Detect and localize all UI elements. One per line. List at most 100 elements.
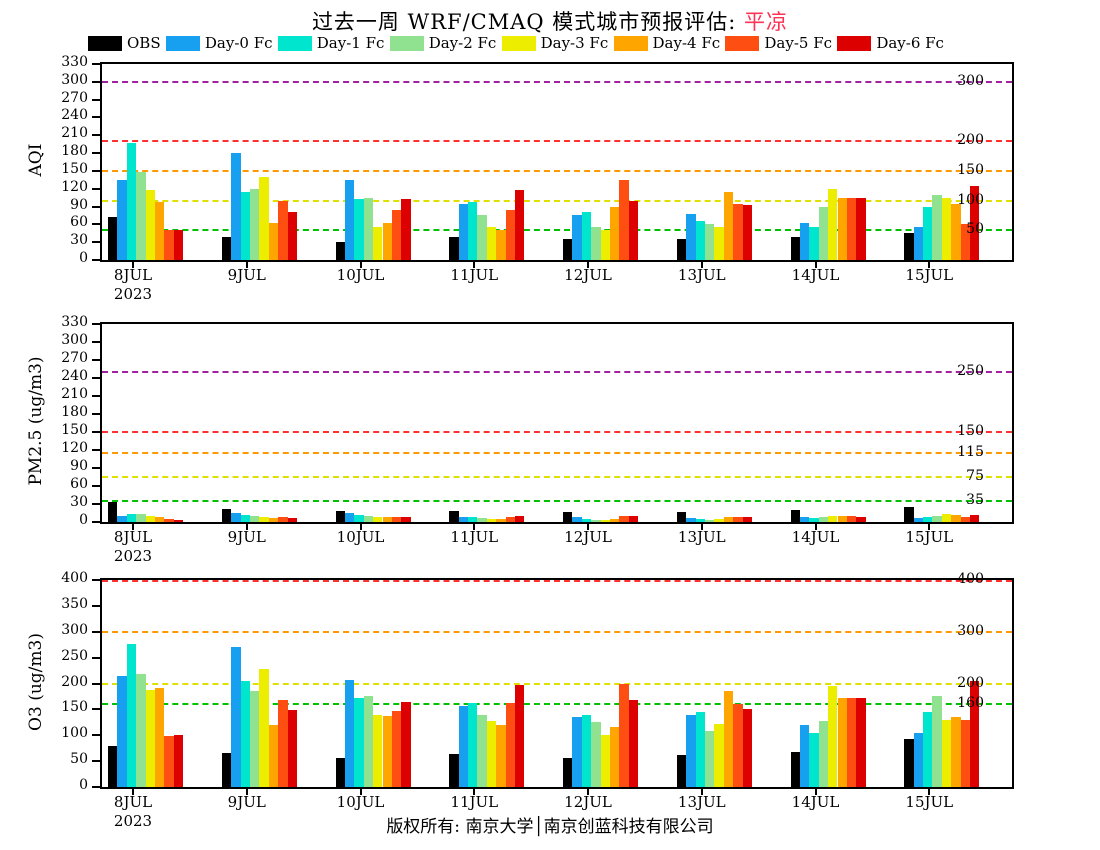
pm25-ytick-label: 60: [70, 476, 88, 492]
day-3-fc-bar: [373, 517, 383, 522]
aqi-plot-area: 50 100 150 200 300: [100, 62, 1014, 262]
day-5-fc-bar: [960, 224, 971, 260]
day-3-fc-bar: [600, 230, 610, 260]
o3-xtick: [587, 787, 589, 795]
pm25-refline-label-75: 75: [966, 468, 984, 484]
aqi-ytick-label: 210: [61, 125, 88, 142]
day-4-fc-bar: [951, 514, 961, 522]
pm25-refline-label-250: 250: [957, 363, 984, 379]
o3-refline-label-400: 400: [957, 571, 984, 587]
day-4-fc-bar: [155, 202, 165, 260]
day-0-fc-bar: [344, 513, 355, 522]
day-5-fc-bar: [960, 517, 971, 522]
legend-swatch-day-4-fc: [613, 35, 648, 51]
pm25-xlabel-12jul: 12JUL: [564, 528, 612, 546]
day-0-fc-bar: [913, 518, 924, 522]
pm25-ytick-label: 90: [70, 458, 88, 474]
day-6-fc-bar: [287, 517, 297, 522]
legend-swatch-day-1-fc: [277, 35, 312, 51]
day-4-fc-bar: [155, 517, 165, 522]
day-6-fc-bar: [970, 185, 980, 260]
legend-item-day-3-fc: Day-3 Fc: [501, 34, 609, 52]
o3-ytick: [92, 656, 100, 659]
legend-item-day-5-fc: Day-5 Fc: [725, 34, 832, 52]
day-5-fc-bar: [505, 702, 516, 787]
aqi-refline-label-300: 300: [957, 72, 984, 89]
pm25-xlabel-13jul: 13JUL: [677, 528, 726, 546]
day-3-fc-bar: [714, 227, 724, 260]
o3-refline-300: [102, 630, 1012, 633]
day-3-fc-bar: [259, 517, 269, 522]
day-4-fc-bar: [837, 197, 847, 260]
obs-bar: [335, 757, 345, 787]
day-2-fc-bar: [136, 514, 146, 522]
day-0-fc-bar: [117, 179, 127, 260]
pm25-ytick: [92, 341, 100, 343]
obs-bar: [108, 745, 118, 787]
pm25-ytick: [92, 431, 100, 433]
pm25-ytick-label: 180: [61, 404, 88, 420]
o3-xlabel-14jul: 14JUL: [791, 793, 840, 811]
pm25-refline-115: [102, 452, 1012, 454]
day-0-fc-bar: [572, 517, 582, 522]
obs-bar: [904, 739, 914, 787]
day-3-fc-bar: [145, 189, 155, 260]
obs-bar: [563, 239, 573, 260]
aqi-xtick: [245, 260, 248, 268]
pm25-plot-area: 35 75 115 150 250: [100, 322, 1014, 524]
day-1-fc-bar: [923, 517, 933, 522]
day-3-fc-bar: [486, 721, 497, 787]
day-2-fc-bar: [591, 227, 601, 260]
day-4-fc-bar: [610, 206, 620, 260]
day-4-fc-bar: [610, 519, 620, 522]
pm25-xlabel-15jul: 15JUL: [905, 528, 954, 546]
day-6-fc-bar: [856, 197, 866, 260]
aqi-refline-label-50: 50: [966, 221, 984, 238]
obs-bar: [563, 511, 573, 522]
day-3-fc-bar: [145, 690, 155, 787]
day-6-fc-bar: [173, 519, 184, 522]
day-5-fc-bar: [846, 697, 857, 787]
day-2-fc-bar: [932, 696, 942, 787]
day-3-fc-bar: [600, 735, 610, 787]
obs-bar: [790, 751, 800, 787]
aqi-ytick: [92, 223, 100, 226]
legend-swatch-obs: [88, 35, 122, 51]
o3-refline-160: [102, 703, 1012, 706]
pm25-refline-label-115: 115: [957, 444, 984, 460]
pm25-ytick: [92, 503, 100, 505]
day-0-fc-bar: [686, 714, 696, 787]
day-4-fc-bar: [610, 727, 620, 787]
day-5-fc-bar: [278, 517, 288, 522]
day-6-fc-bar: [628, 200, 639, 260]
copyright-footer: 版权所有: 南京大学│南京创蓝科技有限公司: [386, 817, 714, 837]
chart-title-city: 平凉: [744, 10, 789, 34]
aqi-xtick: [928, 260, 931, 268]
day-2-fc-bar: [932, 516, 942, 522]
day-6-fc-bar: [970, 514, 980, 522]
aqi-ytick: [92, 63, 100, 65]
day-2-fc-bar: [477, 215, 487, 260]
pm25-panel: PM2.5 (ug/m3) 35 75 115 150 250 0 30 60 90 120 150 1…: [0, 314, 1100, 568]
o3-ytick: [92, 630, 100, 633]
day-6-fc-bar: [742, 205, 752, 260]
day-5-fc-bar: [278, 200, 288, 260]
day-3-fc-bar: [600, 519, 610, 522]
obs-bar: [904, 233, 914, 260]
pm25-ytick-label: 30: [70, 494, 88, 510]
day-4-fc-bar: [837, 516, 847, 522]
day-0-fc-bar: [572, 717, 582, 787]
day-6-fc-bar: [401, 198, 411, 260]
day-1-fc-bar: [240, 514, 250, 522]
aqi-ytick-label: 0: [79, 250, 88, 266]
o3-ytick-label: 50: [70, 751, 88, 768]
aqi-ytick-label: 300: [61, 71, 88, 88]
legend-swatch-day-3-fc: [501, 35, 536, 51]
legend-label-day-3-fc: Day-3 Fc: [540, 34, 609, 52]
o3-xlabel-13jul: 13JUL: [677, 793, 726, 811]
obs-bar: [108, 217, 118, 260]
o3-ytick: [92, 604, 100, 607]
aqi-refline-150: [102, 169, 1012, 172]
day-3-fc-bar: [259, 669, 269, 787]
legend-swatch-day-0-fc: [165, 35, 200, 51]
